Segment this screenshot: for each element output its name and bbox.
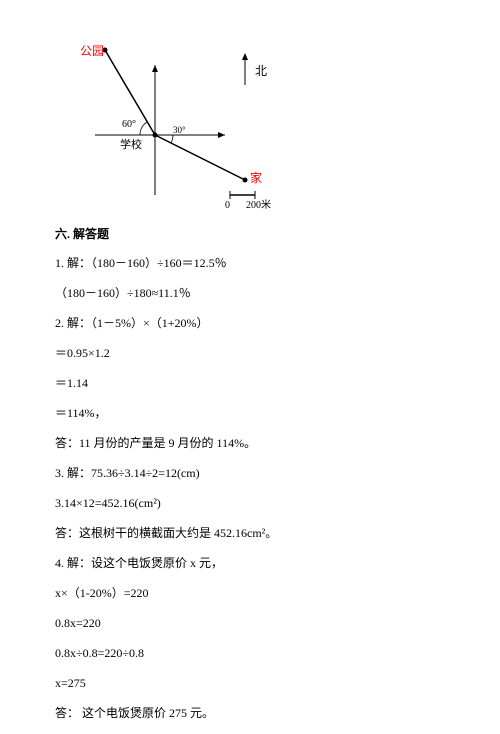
arrow-up-axis (152, 65, 158, 72)
angle-arc-30 (171, 135, 173, 143)
solution-line: 答：11 月份的产量是 9 月份的 114%。 (55, 434, 445, 452)
center-dot (153, 133, 158, 138)
solution-line: 4. 解：设这个电饭煲原价 x 元， (55, 554, 445, 572)
north-arrow-head (242, 53, 248, 60)
content-area: 六. 解答题 1. 解：（180－160）÷160＝12.5％ （180－160… (55, 225, 445, 734)
school-label: 学校 (120, 137, 142, 151)
home-label: 家 (250, 170, 262, 185)
solution-line: 3.14×12=452.16(cm²) (55, 494, 445, 512)
angle-arc-60 (140, 122, 147, 135)
scale-200-label: 200米 (246, 198, 271, 210)
angle-30-label: 30° (173, 125, 186, 135)
solution-line: （180－160）÷180≈11.1％ (55, 284, 445, 302)
line-to-home (155, 135, 245, 180)
scale-0-label: 0 (225, 200, 230, 210)
diagram-svg: 公园 北 60° 30° 学校 家 0 200米 (50, 30, 300, 210)
arrow-east (218, 132, 225, 138)
solution-line: 1. 解：（180－160）÷160＝12.5％ (55, 254, 445, 272)
map-diagram: 公园 北 60° 30° 学校 家 0 200米 (50, 30, 300, 210)
solution-line: 0.8x÷0.8=220÷0.8 (55, 644, 445, 662)
solution-line: x×（1-20%）=220 (55, 584, 445, 602)
solution-line: 答： 这个电饭煲原价 275 元。 (55, 704, 445, 722)
solution-line: ＝0.95×1.2 (55, 344, 445, 362)
solution-line: 2. 解：（1－5%）×（1+20%） (55, 314, 445, 332)
north-label: 北 (255, 64, 267, 78)
solution-line: ＝1.14 (55, 374, 445, 392)
solution-line: x=275 (55, 674, 445, 692)
park-label: 公园 (80, 44, 104, 58)
solution-line: 3. 解：75.36÷3.14÷2=12(cm) (55, 464, 445, 482)
solution-line: ＝114%， (55, 404, 445, 422)
angle-60-label: 60° (122, 119, 136, 130)
home-dot (243, 178, 248, 183)
section-title: 六. 解答题 (55, 225, 445, 242)
solution-line: 0.8x=220 (55, 614, 445, 632)
solution-line: 答：这根树干的横截面大约是 452.16cm²。 (55, 524, 445, 542)
